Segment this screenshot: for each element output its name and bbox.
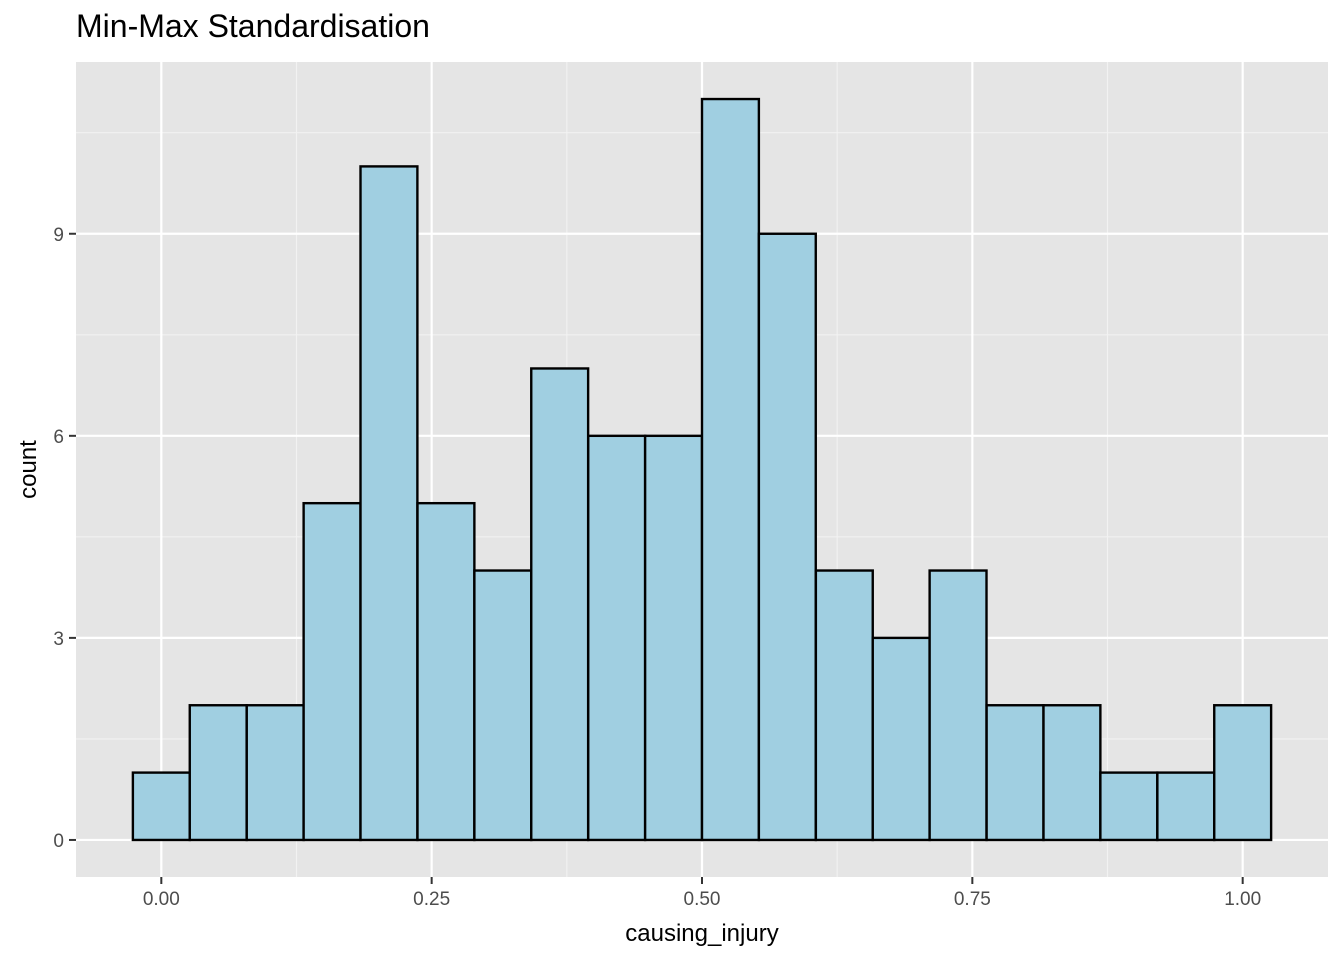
histogram-bar: [359, 165, 419, 842]
histogram-bar: [928, 569, 988, 842]
histogram-bar: [302, 501, 362, 842]
histogram-bar: [1213, 704, 1273, 842]
x-tick-label: 0.75: [954, 889, 991, 910]
x-tick-label: 0.00: [143, 889, 180, 910]
histogram-bars: [131, 97, 1273, 842]
y-tick-label: 9: [53, 225, 64, 246]
x-tick-label: 1.00: [1224, 889, 1261, 910]
x-axis-ticks: 0.00 0.25 0.50 0.75 1.00: [143, 877, 1261, 910]
histogram-bar: [131, 771, 191, 842]
histogram-bar: [757, 232, 817, 842]
x-axis-title: causing_injury: [625, 920, 778, 947]
histogram-bar: [530, 367, 590, 842]
histogram-bar: [700, 97, 761, 842]
y-tick-label: 0: [53, 831, 64, 852]
histogram-bar: [1042, 704, 1102, 842]
histogram-bar: [473, 569, 533, 842]
y-tick-label: 6: [53, 427, 64, 448]
y-tick-label: 3: [53, 629, 64, 650]
x-tick-label: 0.50: [684, 889, 721, 910]
histogram-bar: [1156, 771, 1216, 842]
histogram-bar: [245, 704, 305, 842]
histogram-bar: [985, 704, 1045, 842]
histogram-bar: [188, 704, 248, 842]
histogram-bar: [871, 636, 931, 842]
histogram-bar: [814, 569, 874, 842]
x-tick-label: 0.25: [413, 889, 450, 910]
y-axis-title: count: [15, 440, 42, 499]
chart-title: Min-Max Standardisation: [76, 8, 430, 44]
histogram-bar: [587, 434, 647, 842]
histogram-bar: [643, 434, 704, 842]
histogram-bar: [1099, 771, 1159, 842]
y-axis-ticks: 0 3 6 9: [53, 225, 76, 852]
histogram-bar: [416, 501, 476, 842]
